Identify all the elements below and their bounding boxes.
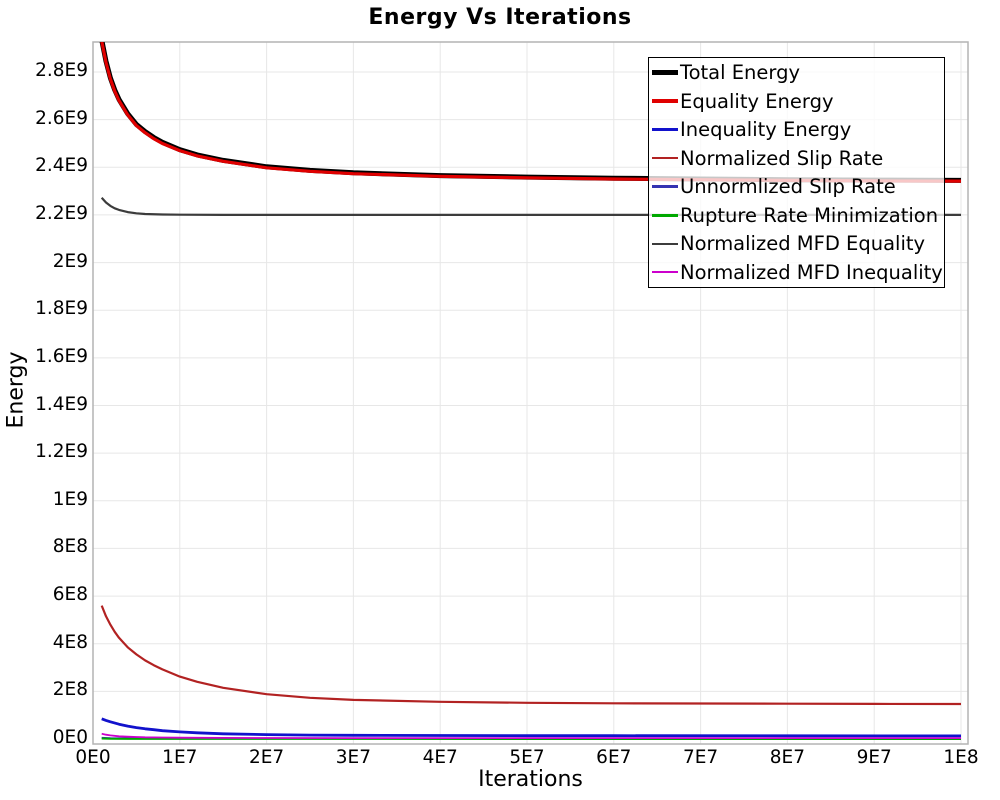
legend-item-unnormlized-slip-rate: Unnormlized Slip Rate bbox=[649, 173, 944, 201]
x-tick-label: 8E7 bbox=[769, 747, 805, 768]
legend-item-normalized-slip-rate: Normalized Slip Rate bbox=[649, 144, 944, 172]
y-tick-label: 1.4E9 bbox=[35, 393, 88, 415]
x-tick-label: 5E7 bbox=[509, 747, 545, 768]
y-tick-label: 6E8 bbox=[52, 584, 88, 606]
series-equality-energy bbox=[100, 42, 962, 183]
line-sample-icon bbox=[652, 99, 678, 104]
legend-label: Normalized Slip Rate bbox=[680, 146, 884, 170]
x-tick-label: 2E7 bbox=[248, 747, 285, 768]
x-tick-label: 9E7 bbox=[856, 747, 892, 768]
chart-title: Energy Vs Iterations bbox=[368, 5, 632, 30]
legend-label: Inequality Energy bbox=[680, 118, 852, 142]
legend-label: Unnormlized Slip Rate bbox=[680, 175, 896, 199]
y-tick-label: 1.2E9 bbox=[35, 441, 88, 463]
y-tick-label: 2.2E9 bbox=[35, 202, 88, 224]
x-tick-label: 7E7 bbox=[682, 747, 719, 768]
line-sample-icon bbox=[652, 156, 678, 160]
y-tick-label: 0E0 bbox=[52, 727, 88, 748]
series-normalized-mfd-inequality bbox=[101, 732, 961, 739]
y-tick-label: 1.6E9 bbox=[35, 345, 88, 367]
series-inequality-energy bbox=[101, 717, 962, 738]
series-normalized-slip-rate bbox=[100, 605, 962, 706]
y-tick-label: 8E8 bbox=[52, 536, 88, 558]
y-tick-label: 4E8 bbox=[52, 631, 88, 653]
y-tick-label: 1E9 bbox=[52, 488, 88, 510]
line-sample-icon bbox=[652, 214, 678, 217]
line-sample-icon bbox=[652, 127, 678, 132]
x-tick-label: 6E7 bbox=[596, 747, 632, 768]
plot-border bbox=[92, 41, 969, 745]
y-tick-label: 1.8E9 bbox=[35, 298, 88, 320]
line-sample-icon bbox=[652, 271, 678, 274]
legend-label: Normalized MFD Equality bbox=[680, 232, 926, 256]
x-tick-label: 1E7 bbox=[162, 747, 198, 768]
line-sample-icon bbox=[652, 242, 678, 245]
x-axis-title: Iterations bbox=[478, 767, 583, 792]
y-tick-label: 2.4E9 bbox=[35, 155, 88, 177]
legend-label: Rupture Rate Minimization bbox=[680, 203, 939, 227]
legend-label: Equality Energy bbox=[680, 89, 834, 113]
legend-item-total-energy: Total Energy bbox=[649, 59, 944, 87]
legend-item-normalized-mfd-inequality: Normalized MFD Inequality bbox=[649, 258, 944, 286]
x-tick-label: 0E0 bbox=[75, 747, 111, 768]
x-tick-label: 4E7 bbox=[422, 747, 458, 768]
legend-label: Normalized MFD Inequality bbox=[680, 260, 943, 284]
line-sample-icon bbox=[652, 185, 678, 188]
legend-item-normalized-mfd-equality: Normalized MFD Equality bbox=[649, 230, 944, 258]
y-tick-label: 2E8 bbox=[52, 679, 88, 701]
x-tick-label: 1E8 bbox=[943, 747, 979, 768]
legend-item-equality-energy: Equality Energy bbox=[649, 87, 944, 115]
line-sample-icon bbox=[652, 70, 678, 76]
y-tick-label: 2.6E9 bbox=[35, 107, 88, 129]
legend-item-inequality-energy: Inequality Energy bbox=[649, 116, 944, 144]
legend: Total Energy Equality Energy Inequality … bbox=[648, 57, 945, 288]
y-tick-label: 2E9 bbox=[52, 250, 88, 272]
legend-item-rupture-rate-minimization: Rupture Rate Minimization bbox=[649, 201, 944, 229]
series-normalized-mfd-equality bbox=[100, 197, 961, 216]
x-tick-label: 3E7 bbox=[335, 747, 371, 768]
legend-label: Total Energy bbox=[680, 61, 801, 85]
y-tick-label: 2.8E9 bbox=[35, 60, 88, 81]
